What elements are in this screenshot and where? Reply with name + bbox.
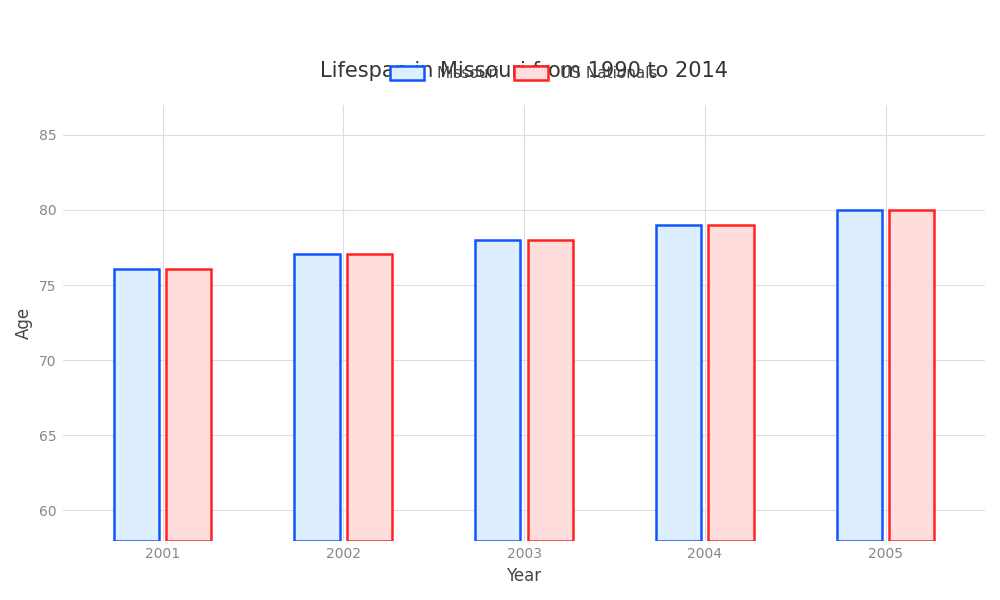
Bar [475,240,520,541]
Bar [294,254,340,541]
Title: Lifespan in Missouri from 1990 to 2014: Lifespan in Missouri from 1990 to 2014 [320,61,728,81]
Bar [708,225,754,541]
Bar [347,254,392,541]
Y-axis label: Age: Age [15,307,33,339]
Bar [837,210,882,541]
X-axis label: Year: Year [507,567,542,585]
Legend: Missouri, US Nationals: Missouri, US Nationals [384,60,664,88]
Bar [166,269,211,541]
Bar [889,210,934,541]
Bar [656,225,701,541]
Bar [528,240,573,541]
Bar [114,269,159,541]
